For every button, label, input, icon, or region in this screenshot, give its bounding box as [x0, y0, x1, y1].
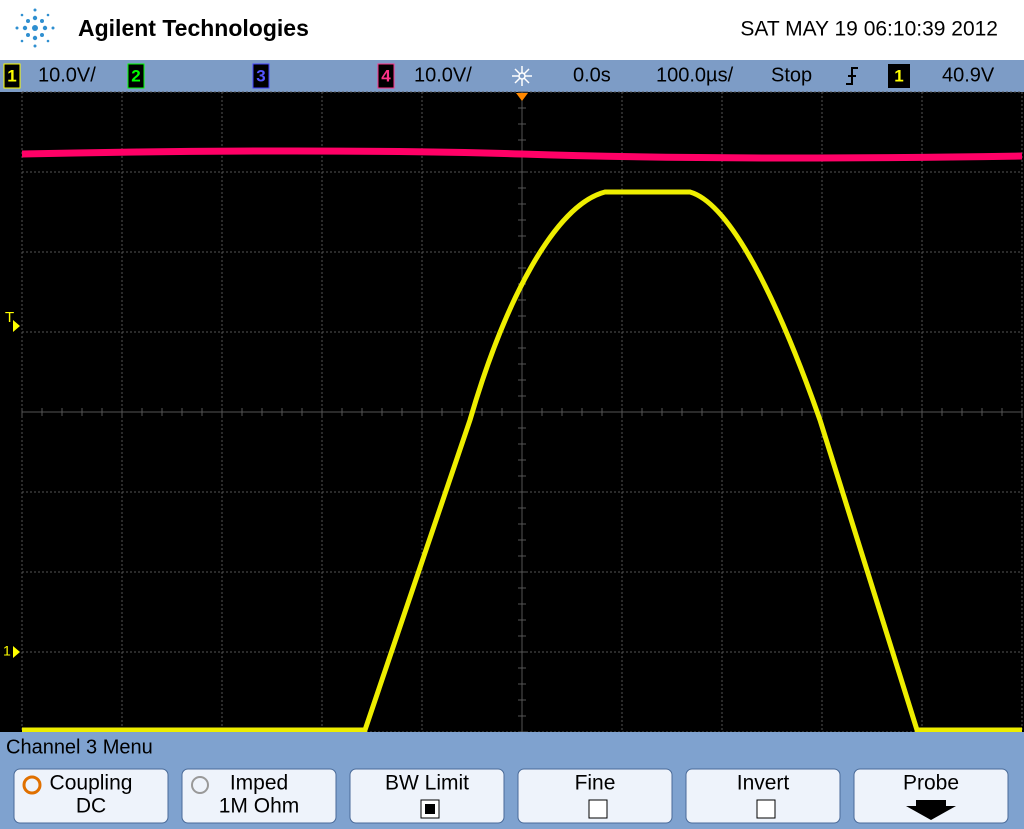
softkey-value: DC — [76, 795, 106, 818]
channel-number: 4 — [381, 66, 391, 85]
checkbox-fill — [425, 804, 435, 814]
trigger-position-marker — [516, 93, 528, 101]
softkey-face[interactable] — [685, 768, 841, 824]
channel-box — [252, 63, 270, 89]
softkey-face[interactable] — [181, 768, 337, 824]
trigger-level: 40.9V — [942, 64, 995, 86]
channel-box — [377, 63, 395, 89]
softkey-arrow — [906, 800, 956, 820]
checkbox — [756, 799, 776, 819]
brand: Agilent Technologies — [78, 15, 309, 41]
timebase: 100.0µs/ — [656, 64, 734, 86]
trigger-level-marker: T — [5, 309, 14, 326]
softkey-face[interactable] — [13, 768, 169, 824]
trigger-source: 1 — [894, 66, 903, 85]
marker-arrow — [13, 646, 20, 658]
ch4-scale: 10.0V/ — [414, 64, 472, 86]
ch1-scale: 10.0V/ — [38, 64, 96, 86]
channel-number: 2 — [131, 66, 140, 85]
softkey-value: 1M Ohm — [219, 795, 300, 818]
softkey-label: Invert — [737, 772, 790, 795]
softkey[interactable]: Invert — [685, 768, 841, 824]
ground-marker: 1 — [3, 643, 11, 659]
menu-bar — [0, 732, 1024, 829]
softkey-icon — [22, 775, 42, 795]
softkey-label: Coupling — [50, 772, 133, 795]
checkbox — [588, 799, 608, 819]
softkey-label: Imped — [230, 772, 288, 795]
softkey-label: BW Limit — [385, 772, 469, 795]
softkey-icon — [191, 776, 209, 794]
marker-arrow — [13, 320, 20, 332]
channel-box — [127, 63, 145, 89]
softkey[interactable]: Probe — [853, 768, 1009, 824]
datetime: SAT MAY 19 06:10:39 2012 — [740, 18, 998, 41]
channel-4-trace — [21, 147, 1023, 162]
channel-number: 1 — [7, 66, 16, 85]
softkey-label: Fine — [575, 772, 616, 795]
channel-box — [888, 64, 910, 88]
delay-icon — [512, 66, 532, 86]
softkey-face[interactable] — [517, 768, 673, 824]
trigger-edge-icon — [846, 67, 858, 85]
softkey[interactable]: Fine — [517, 768, 673, 824]
run-state: Stop — [771, 64, 812, 86]
softkey-face[interactable] — [853, 768, 1009, 824]
channel-1-trace — [22, 189, 1022, 733]
header — [0, 0, 1024, 60]
softkey-face[interactable] — [349, 768, 505, 824]
delay: 0.0s — [573, 64, 611, 86]
channel-box — [3, 63, 21, 89]
graticule — [21, 91, 1023, 733]
softkey[interactable]: BW Limit — [349, 768, 505, 824]
menu-title: Channel 3 Menu — [6, 736, 153, 758]
logo — [15, 8, 55, 48]
channel-number: 3 — [256, 66, 265, 85]
softkey-label: Probe — [903, 772, 959, 795]
